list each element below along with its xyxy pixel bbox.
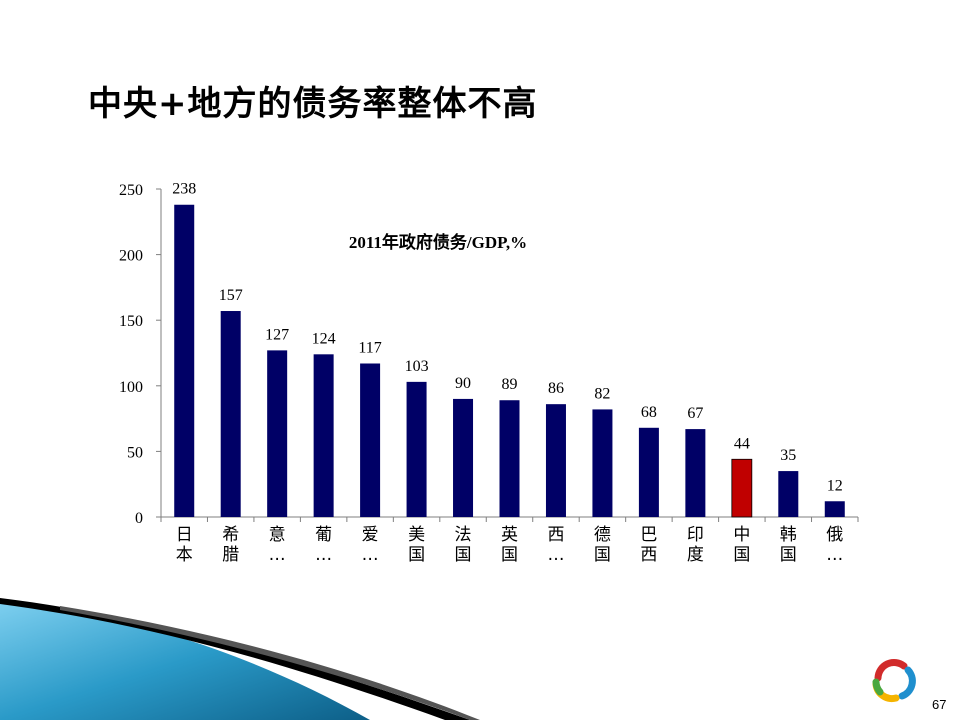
data-label: 157 [219, 287, 243, 304]
x-tick-label: 俄… [826, 525, 843, 565]
company-logo [872, 659, 916, 702]
bar [685, 429, 706, 517]
x-tick-label: 西… [547, 525, 564, 565]
x-tick-label: 美国 [408, 525, 425, 565]
data-label: 44 [734, 435, 750, 452]
bar [778, 471, 799, 517]
y-tick-label: 150 [119, 313, 143, 330]
bar [731, 458, 753, 518]
y-tick-label: 250 [119, 182, 143, 199]
gray-swoosh-line [60, 606, 480, 720]
bar [499, 400, 520, 517]
bar [360, 363, 381, 517]
black-swoosh-line [0, 598, 470, 720]
bar [545, 404, 566, 517]
data-label: 117 [358, 339, 381, 356]
bar [313, 354, 334, 517]
bar [406, 381, 427, 517]
y-tick-label: 50 [127, 444, 143, 461]
data-label: 238 [172, 181, 196, 198]
x-tick-label: 葡… [315, 525, 332, 565]
data-label: 103 [405, 358, 429, 375]
y-tick-label: 0 [135, 510, 143, 527]
x-tick-label: 印度 [687, 525, 704, 565]
chart-title: 2011年政府债务/GDP,% [349, 232, 527, 252]
slide-title: 中央+地方的债务率整体不高 [88, 84, 538, 124]
x-tick-label: 希腊 [222, 525, 239, 565]
blue-swoosh [0, 600, 370, 720]
x-tick-label: 意… [269, 525, 286, 565]
x-tick-label: 爱… [362, 525, 379, 565]
bar [824, 501, 845, 517]
data-label: 86 [548, 380, 564, 397]
data-label: 67 [687, 405, 703, 422]
data-label: 127 [265, 326, 289, 343]
data-label: 12 [827, 477, 843, 494]
data-label: 90 [455, 375, 471, 392]
x-tick-label: 德国 [594, 525, 611, 565]
x-tick-label: 韩国 [780, 525, 797, 565]
x-tick-label: 巴西 [640, 525, 657, 565]
bar [267, 350, 288, 517]
data-label: 124 [312, 330, 336, 347]
data-label: 35 [780, 447, 796, 464]
x-tick-label: 英国 [501, 525, 518, 565]
y-tick-label: 200 [119, 248, 143, 265]
bar [638, 427, 659, 517]
data-label: 89 [502, 376, 518, 393]
bar [453, 398, 474, 517]
data-label: 68 [641, 404, 657, 421]
bar [220, 311, 241, 517]
bar [592, 409, 613, 517]
y-tick-label: 100 [119, 379, 143, 396]
data-label: 82 [594, 385, 610, 402]
x-tick-label: 日本 [176, 525, 193, 565]
chart-bars: 238 157 127 124 117 103 90 89 86 82 68 67 44 35 12 [172, 181, 845, 518]
bar [174, 204, 195, 517]
x-tick-label: 法国 [455, 525, 472, 565]
page-number: 67 [932, 697, 947, 712]
x-tick-label: 中国 [733, 525, 750, 565]
